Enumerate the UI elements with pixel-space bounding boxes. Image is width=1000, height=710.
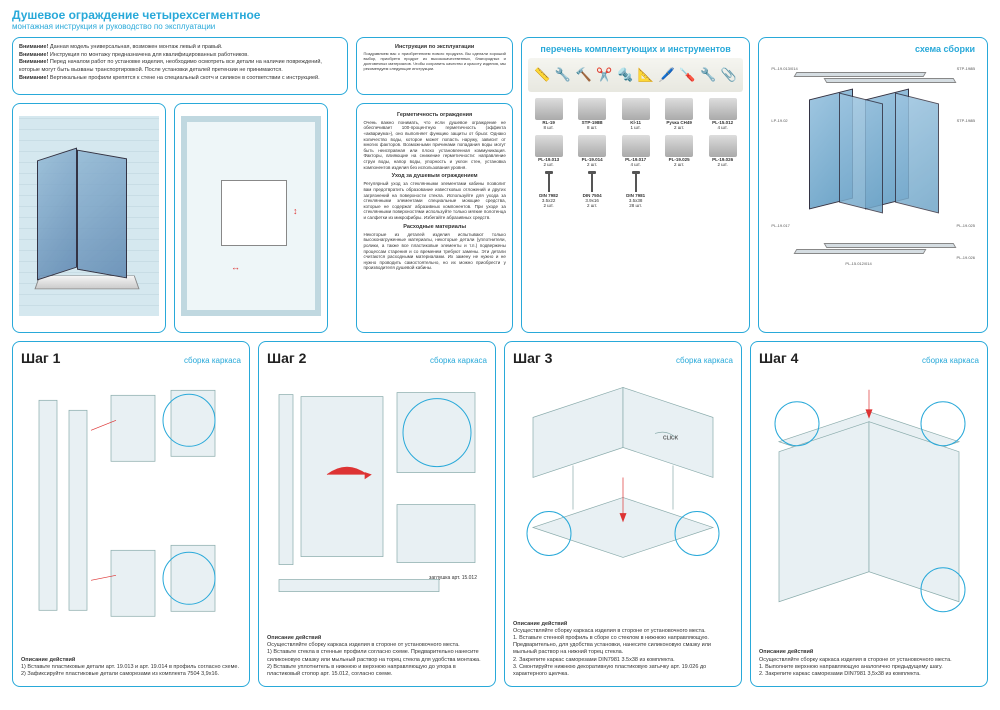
instr-p3: Регулярный уход за стеклянными элементам… (363, 181, 505, 220)
part-item: STP-198B8 шт. (571, 98, 613, 131)
svg-text:CLICK: CLICK (663, 435, 679, 441)
page-subtitle: монтажная инструкция и руководство по эк… (12, 22, 988, 31)
step-1-desc: Описание действий 1) Вставьте пластиковы… (21, 657, 241, 678)
parts-panel: перечень комплектующих и инструментов 📏 🔧… (521, 37, 751, 333)
tool-icon: ✂️ (596, 67, 612, 83)
part-item: DIN 79813.5x3828 шт. (615, 172, 657, 209)
instr-h3: Уход за душевым ограждением (363, 173, 505, 179)
step-2-num: Шаг 2 (267, 350, 306, 366)
warnings-panel: Внимание! Данная модель универсальная, в… (12, 37, 348, 95)
instr-p1: Поздравляем вас с приобретением нового п… (363, 51, 505, 71)
tool-icon: 📏 (534, 67, 550, 83)
step-4-panel: Шаг 4 сборка каркаса Описание действий О… (750, 341, 988, 687)
step-4-desc: Описание действий Осуществляйте сборку к… (759, 649, 979, 678)
step-2-panel: Шаг 2 сборка каркаса заглушка арт. 15.01… (258, 341, 496, 687)
part-item: PL-19.0142 шт. (571, 135, 613, 168)
page-title: Душевое ограждение четырехсегментное (12, 8, 988, 22)
step-3-panel: Шаг 3 сборка каркаса CLICK (504, 341, 742, 687)
step-4-tag: сборка каркаса (922, 356, 979, 365)
step-1-num: Шаг 1 (21, 350, 60, 366)
tool-icon: 🖊️ (659, 67, 675, 83)
part-item: RL-198 шт. (528, 98, 570, 131)
instr-p2: Очень важно понимать, что если душевое о… (363, 120, 505, 171)
parts-title: перечень комплектующих и инструментов (528, 44, 744, 54)
tool-icon: 🔧 (555, 67, 571, 83)
step-2-desc: Описание действий Осуществляйте сборку к… (267, 635, 487, 678)
tool-icon: 🪛 (679, 67, 695, 83)
warnings-text: Внимание! Данная модель универсальная, в… (19, 44, 341, 82)
plan-view-panel: ↔ ↕ (174, 103, 328, 333)
step-2-tag: сборка каркаса (430, 356, 487, 365)
part-item: Ручка CH492 шт. (658, 98, 700, 131)
step-4-num: Шаг 4 (759, 350, 798, 366)
tool-icon: 🔧 (700, 67, 716, 83)
step-3-num: Шаг 3 (513, 350, 552, 366)
shower-3d-panel (12, 103, 166, 333)
step-3-desc: Описание действий Осуществляйте сборку к… (513, 621, 733, 678)
instr-h4: Расходные материалы (363, 224, 505, 230)
step-1-sketch (21, 370, 241, 651)
instruction-intro-panel: Инструкция по эксплуатации Поздравляем в… (356, 37, 512, 95)
instr-h1: Инструкция по эксплуатации (363, 44, 505, 50)
step-4-sketch (759, 370, 979, 643)
part-item: PL-19.0252 шт. (658, 135, 700, 168)
parts-grid: RL-198 шт.STP-198B8 шт.Kl-111 шт.Ручка C… (528, 98, 744, 209)
step-3-tag: сборка каркаса (676, 356, 733, 365)
instr-h2: Герметичность ограждения (363, 112, 505, 118)
part-item: DIN 75043.9x162 шт. (571, 172, 613, 209)
part-item: PL-19.0132 шт. (528, 135, 570, 168)
part-item: Kl-111 шт. (615, 98, 657, 131)
tool-icon: 📐 (638, 67, 654, 83)
page-header: Душевое ограждение четырехсегментное мон… (12, 8, 988, 31)
schema-title: схема сборки (765, 44, 981, 54)
tools-bar: 📏 🔧 🔨✂️ 🔩 📐 🖊️🪛 🔧 📎 (528, 58, 744, 92)
tool-icon: 📎 (721, 67, 737, 83)
step-2-sketch (267, 370, 487, 629)
schema-illustration: PL-19.013/014 STP-198B LP-19.02 STP-198B… (765, 58, 981, 268)
schema-panel: схема сборки PL-19.013/014 STP-198B LP-1… (758, 37, 988, 333)
shower-3d-illustration (19, 116, 159, 316)
tool-icon: 🔩 (617, 67, 633, 83)
part-item: PL-19.0262 шт. (702, 135, 744, 168)
instr-p4: Некоторые из деталей изделия испытывают … (363, 232, 505, 271)
part-item: DIN 79823.5x222 шт. (528, 172, 570, 209)
part-item: PL-19.0174 шт. (615, 135, 657, 168)
plan-illustration: ↔ ↕ (181, 116, 321, 316)
part-item: PL-15.0124 шт. (702, 98, 744, 131)
steps-row: Шаг 1 сборка каркаса Описани (12, 341, 988, 687)
tool-icon: 🔨 (576, 67, 592, 83)
step-1-panel: Шаг 1 сборка каркаса Описани (12, 341, 250, 687)
step-1-tag: сборка каркаса (184, 356, 241, 365)
instruction-body-panel: Герметичность ограждения Очень важно пон… (356, 103, 512, 333)
step-3-sketch: CLICK (513, 370, 733, 615)
